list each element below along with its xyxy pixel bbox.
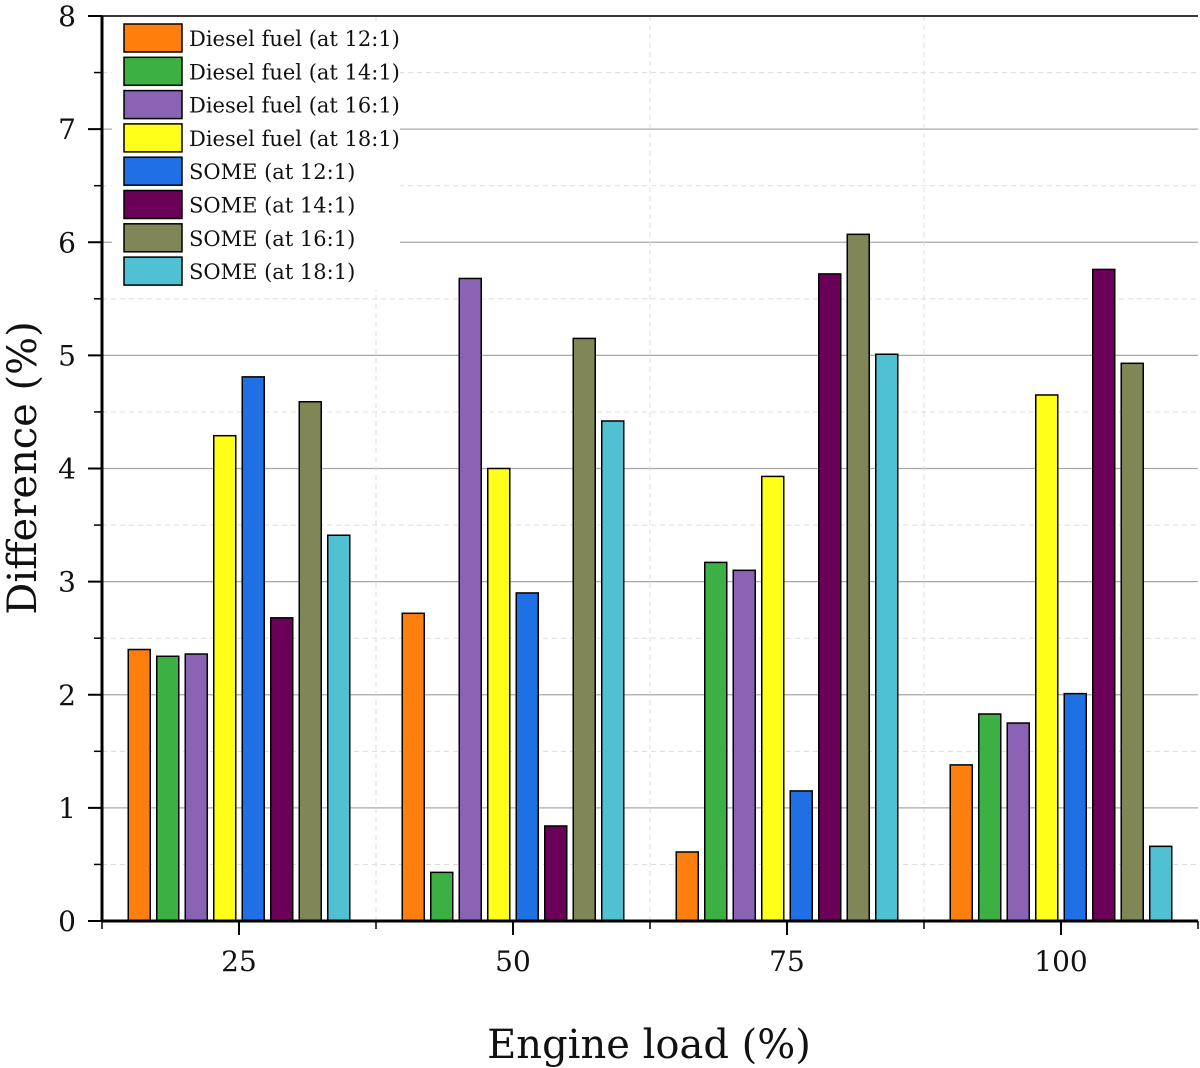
bar — [818, 273, 842, 922]
bar — [327, 534, 351, 922]
bar — [544, 825, 568, 922]
bar — [184, 653, 208, 922]
legend-swatch — [123, 56, 183, 87]
x-axis-title: Engine load (%) — [487, 1022, 811, 1068]
bar — [601, 420, 625, 922]
legend: Diesel fuel (at 12:1) Diesel fuel (at 14:… — [112, 22, 400, 290]
legend-label: SOME (at 14:1) — [189, 194, 355, 218]
x-tick-label: 75 — [769, 945, 805, 978]
bar — [156, 655, 180, 922]
bar — [241, 376, 265, 922]
legend-swatch — [123, 23, 183, 53]
legend-swatch — [123, 189, 183, 220]
y-tick-label: 7 — [58, 113, 76, 146]
y-tick-label: 8 — [58, 0, 76, 33]
bar — [789, 790, 813, 922]
bar — [675, 851, 699, 922]
y-tick-label: 2 — [58, 679, 76, 712]
bar — [1120, 362, 1144, 922]
legend-label: Diesel fuel (at 12:1) — [189, 27, 400, 51]
bar — [213, 434, 237, 922]
bar — [875, 353, 899, 922]
bar — [270, 617, 294, 922]
bar — [1092, 268, 1116, 922]
legend-label: SOME (at 18:1) — [189, 260, 355, 284]
bar — [430, 871, 454, 922]
bar — [978, 713, 1002, 922]
legend-swatch — [123, 223, 183, 253]
bar — [949, 764, 973, 922]
bar — [704, 561, 728, 922]
bar — [1149, 845, 1173, 922]
legend-swatch — [123, 123, 183, 153]
bar — [458, 277, 482, 922]
x-tick-label: 25 — [221, 945, 257, 978]
bar — [761, 475, 785, 922]
bar — [515, 592, 539, 922]
legend-label: Diesel fuel (at 16:1) — [189, 94, 400, 118]
y-tick-label: 1 — [58, 792, 76, 825]
legend-label: Diesel fuel (at 14:1) — [189, 60, 400, 84]
y-tick-label: 0 — [58, 905, 76, 938]
y-tick-label: 6 — [58, 226, 76, 259]
legend-swatch — [123, 89, 183, 120]
legend-label: Diesel fuel (at 18:1) — [189, 127, 400, 151]
legend-label: SOME (at 12:1) — [189, 160, 355, 184]
legend-swatch — [123, 256, 183, 286]
bar — [487, 467, 511, 922]
y-axis-title: Difference (%) — [0, 321, 46, 615]
ticks-layer: 0 1 2 3 4 5 6 7 8 25 50 75 100 — [58, 0, 1199, 978]
y-tick-label: 5 — [58, 339, 76, 372]
bar — [572, 337, 596, 922]
bar — [846, 233, 870, 922]
bar — [1006, 722, 1030, 922]
legend-swatch — [123, 156, 183, 186]
y-tick-label: 4 — [58, 453, 76, 486]
x-tick-label: 50 — [495, 945, 531, 978]
bar — [127, 648, 151, 922]
bar — [1063, 692, 1087, 922]
bar — [401, 612, 425, 922]
y-tick-label: 3 — [58, 566, 76, 599]
bar — [1035, 394, 1059, 922]
x-tick-label: 100 — [1034, 945, 1087, 978]
bars-layer — [127, 233, 1173, 922]
bar — [298, 401, 322, 922]
legend-label: SOME (at 16:1) — [189, 227, 355, 251]
bar — [732, 569, 756, 922]
